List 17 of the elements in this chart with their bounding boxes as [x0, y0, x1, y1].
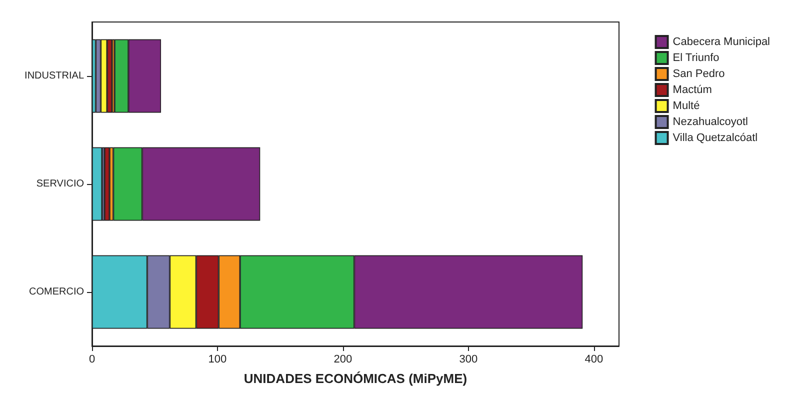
- x-tick-label: 400: [584, 354, 604, 366]
- legend-label: Villa Quetzalcóatl: [672, 132, 758, 144]
- legend-label: Cabecera Municipal: [672, 36, 770, 48]
- y-tick-label: INDUSTRIAL: [24, 70, 84, 82]
- x-tick-label: 0: [88, 354, 96, 366]
- bar: [104, 147, 110, 221]
- legend-label: Mactúm: [672, 84, 712, 96]
- y-tick-label: COMERCIO: [29, 286, 84, 298]
- x-tick-label: 300: [459, 354, 478, 366]
- legend-label: Multé: [672, 100, 700, 112]
- legend-label: Nezahualcoyotl: [672, 116, 748, 128]
- legend-label: San Pedro: [672, 68, 725, 80]
- legend-label: El Triunfo: [672, 52, 720, 64]
- x-tick-label: 200: [334, 354, 352, 366]
- x-axis-title: UNIDADES ECONÓMICAS (MiPyME): [244, 371, 468, 386]
- x-tick-label: 100: [208, 354, 227, 366]
- y-tick-label: SERVICIO: [36, 178, 84, 190]
